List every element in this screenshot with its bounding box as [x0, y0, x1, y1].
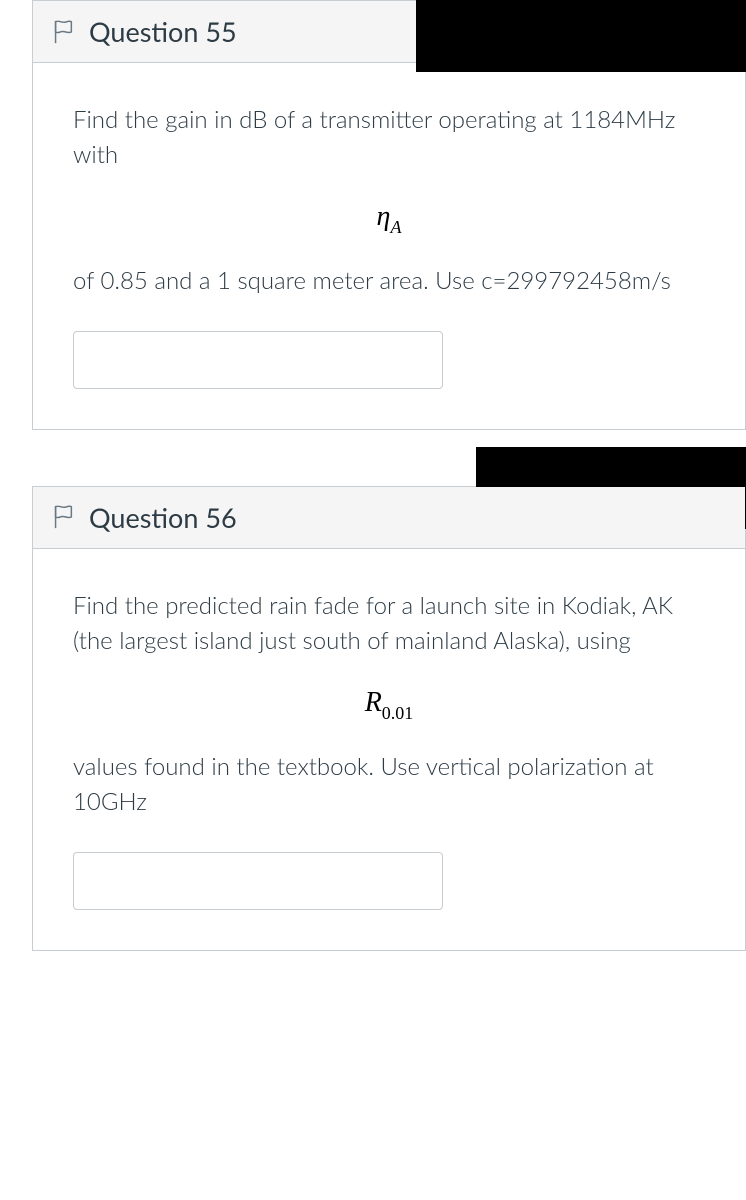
question-header: Question 56: [33, 487, 745, 549]
question-card-56: Question 56 Find the predicted rain fade…: [32, 486, 746, 951]
flag-icon[interactable]: [51, 19, 75, 45]
redaction-box: [416, 0, 746, 72]
question-body: Find the predicted rain fade for a launc…: [33, 549, 745, 950]
formula-display: ηA: [73, 201, 705, 237]
formula-display: R0.01: [73, 687, 705, 723]
question-title: Question 55: [89, 15, 237, 48]
question-text-before: Find the predicted rain fade for a launc…: [73, 589, 705, 659]
question-text-after: of 0.85 and a 1 square meter area. Use c…: [73, 264, 705, 299]
question-title: Question 56: [89, 501, 237, 534]
answer-input[interactable]: [73, 852, 443, 910]
flag-icon[interactable]: [51, 504, 75, 530]
answer-input[interactable]: [73, 331, 443, 389]
question-header: Question 55: [33, 1, 745, 63]
question-text-after: values found in the textbook. Use vertic…: [73, 750, 705, 820]
question-text-before: Find the gain in dB of a transmitter ope…: [73, 103, 705, 173]
question-body: Find the gain in dB of a transmitter ope…: [33, 63, 745, 429]
question-card-55: Question 55 Find the gain in dB of a tra…: [32, 0, 746, 430]
